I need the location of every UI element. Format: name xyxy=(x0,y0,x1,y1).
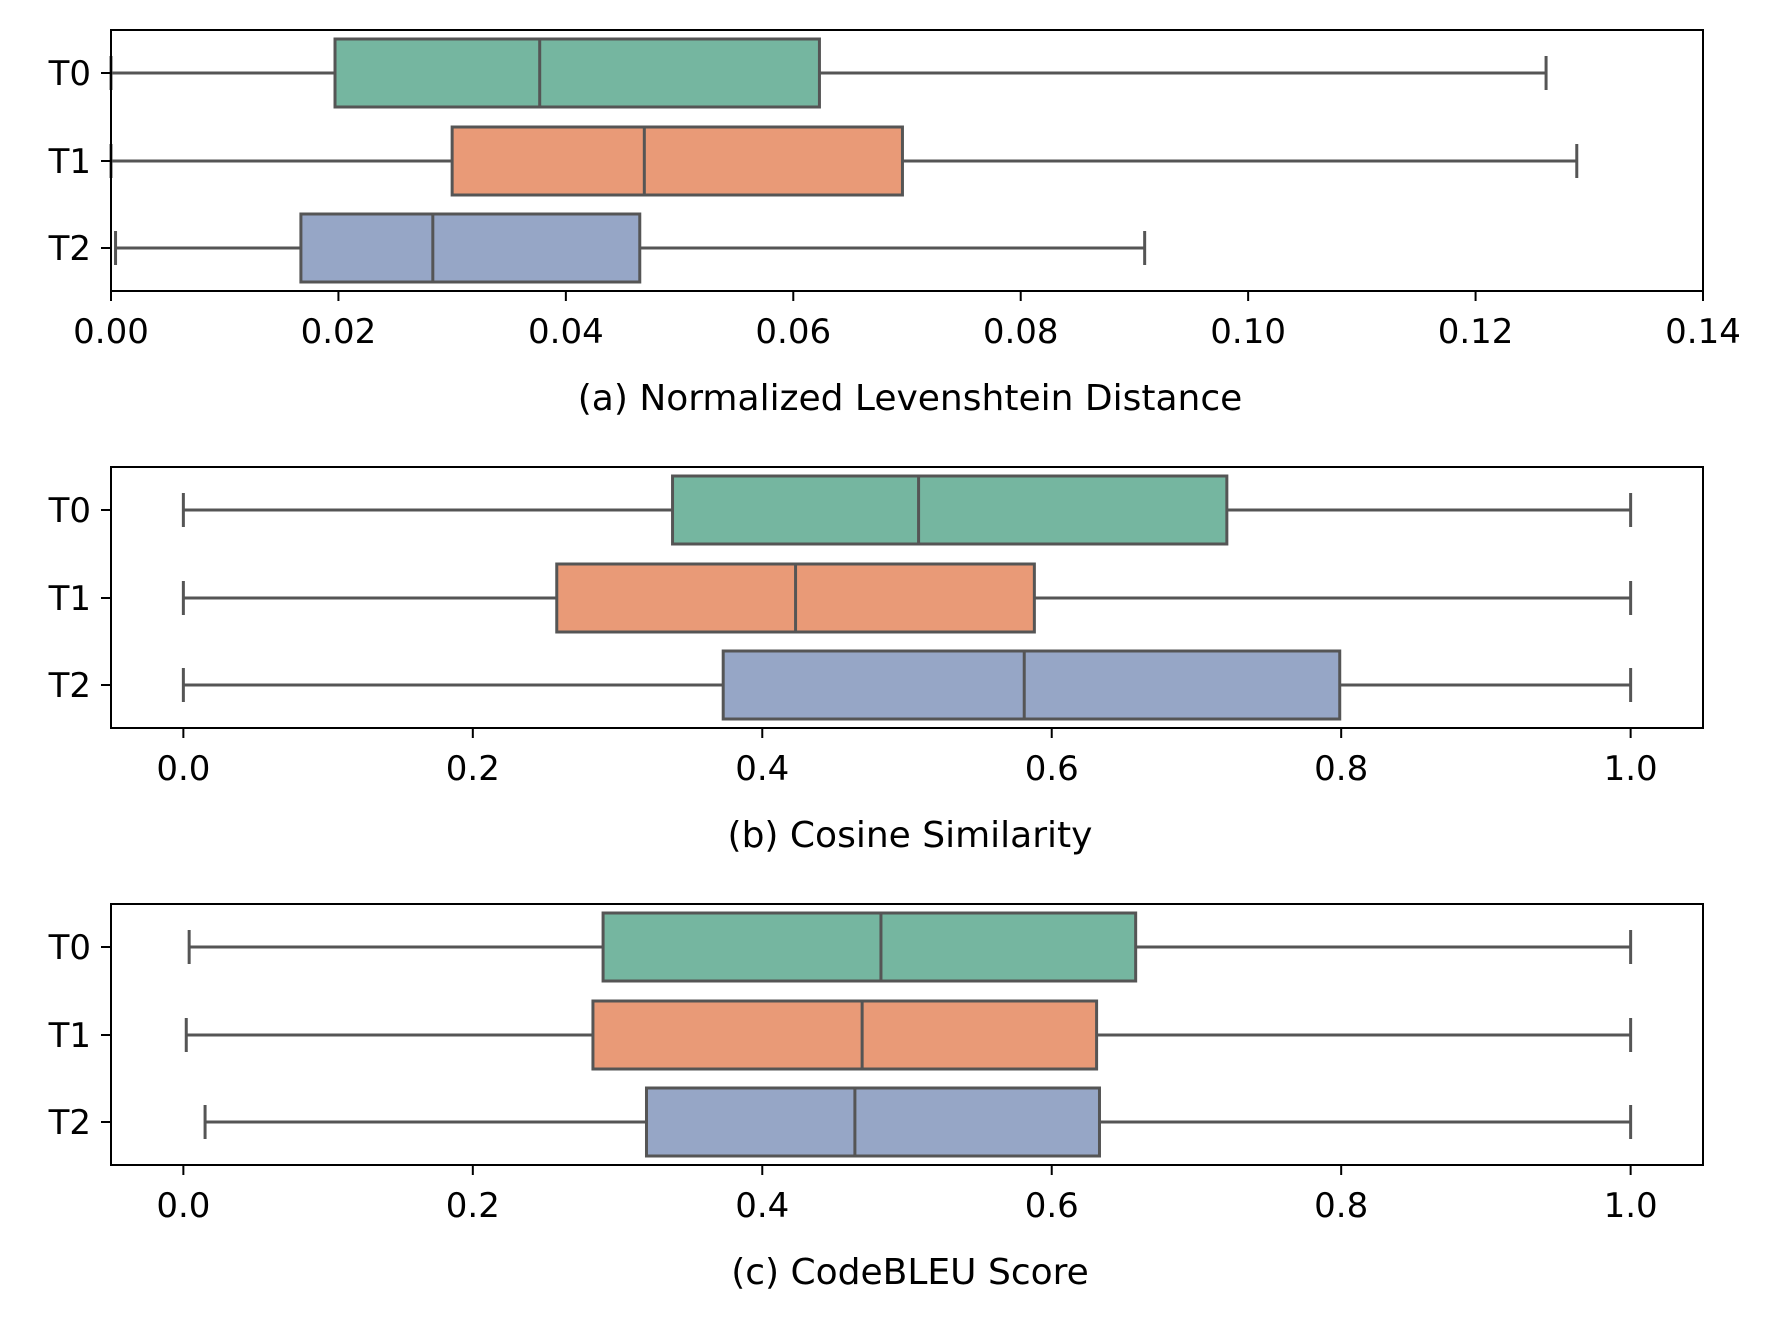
panel-b-xlabel: (b) Cosine Similarity xyxy=(728,815,1093,856)
panel-c-xlabel: (c) CodeBLEU Score xyxy=(731,1252,1089,1293)
panel-c-ytick-label-t1: T1 xyxy=(48,1016,91,1056)
panel-c: (c) CodeBLEU Score T0 T1 T2 0.0 0.2 0.4 0.6 0.8… xyxy=(48,903,1704,1293)
panel-c-xtick-label-3: 0.6 xyxy=(1025,1186,1079,1226)
panel-b-plot: T0 T1 T2 0.0 0.2 0.4 0.6 0.8 1.0 xyxy=(48,466,1704,789)
panel-c-box-t2 xyxy=(644,1086,1101,1158)
panel-a-ytick-label-t0: T0 xyxy=(48,54,91,94)
panel-a-plot: T0 T1 T2 0.00 0.02 0.04 0.06 0.08 0.10 0.12 0.14 xyxy=(48,29,1741,352)
panel-a-box-t2 xyxy=(299,212,642,284)
panel-b: (b) Cosine Similarity T0 T1 T2 0.0 0.2 0.4 0.6… xyxy=(48,466,1704,856)
panel-c-xtick-label-2: 0.4 xyxy=(735,1186,789,1226)
panel-b-xtick-label-2: 0.4 xyxy=(735,749,789,789)
panel-b-xtick-label-5: 1.0 xyxy=(1604,749,1658,789)
panel-a-box-t1 xyxy=(450,125,904,197)
panel-c-box-t1 xyxy=(591,999,1099,1071)
panel-a-xtick-label-7: 0.14 xyxy=(1665,312,1741,352)
panel-a-ytick-label-t2: T2 xyxy=(48,229,91,269)
panel-a-xtick-label-3: 0.06 xyxy=(755,312,831,352)
panel-c-xtick-label-5: 1.0 xyxy=(1604,1186,1658,1226)
panel-c-xtick-label-1: 0.2 xyxy=(446,1186,500,1226)
panel-c-plot: T0 T1 T2 0.0 0.2 0.4 0.6 0.8 1.0 xyxy=(48,903,1704,1226)
panel-a-xtick-label-0: 0.00 xyxy=(73,312,149,352)
panel-c-box-t0 xyxy=(601,911,1138,983)
panel-b-xtick-label-3: 0.6 xyxy=(1025,749,1079,789)
panel-b-xtick-label-1: 0.2 xyxy=(446,749,500,789)
panel-a-frame xyxy=(110,29,1704,292)
panel-a-xtick-label-4: 0.08 xyxy=(983,312,1059,352)
panel-b-ytick-label-t2: T2 xyxy=(48,666,91,706)
panel-b-box-t0 xyxy=(671,474,1229,546)
panel-a-xtick-label-5: 0.10 xyxy=(1210,312,1286,352)
panel-c-frame xyxy=(110,903,1704,1166)
panel-a-xlabel: (a) Normalized Levenshtein Distance xyxy=(578,378,1243,419)
panel-b-ytick-label-t1: T1 xyxy=(48,579,91,619)
panel-a-xtick-label-2: 0.04 xyxy=(528,312,604,352)
panel-c-xtick-label-4: 0.8 xyxy=(1314,1186,1368,1226)
panel-c-xtick-label-0: 0.0 xyxy=(156,1186,210,1226)
panel-a: (a) Normalized Levenshtein Distance T0 T1… xyxy=(48,29,1741,419)
panel-b-frame xyxy=(110,466,1704,729)
panel-b-xtick-label-4: 0.8 xyxy=(1314,749,1368,789)
panel-b-xtick-label-0: 0.0 xyxy=(156,749,210,789)
panel-a-ytick-label-t1: T1 xyxy=(48,142,91,182)
panel-c-ytick-label-t2: T2 xyxy=(48,1103,91,1143)
panel-a-xtick-label-1: 0.02 xyxy=(301,312,377,352)
panel-b-box-t2 xyxy=(721,649,1342,721)
panel-c-ytick-label-t0: T0 xyxy=(48,928,91,968)
panel-a-box-t0 xyxy=(333,37,821,109)
panel-a-xtick-label-6: 0.12 xyxy=(1438,312,1514,352)
panel-b-ytick-label-t0: T0 xyxy=(48,491,91,531)
